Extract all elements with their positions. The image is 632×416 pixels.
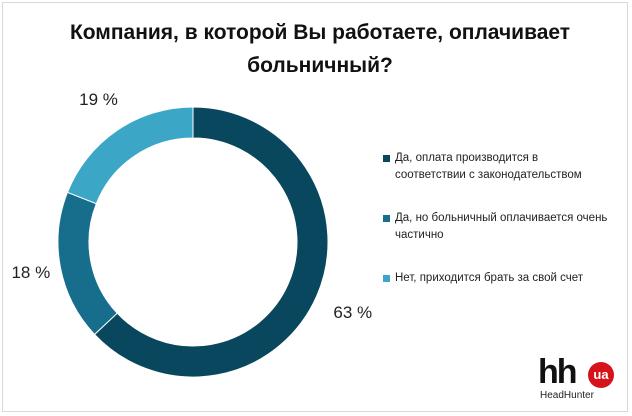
donut-slice-1 (57, 191, 118, 336)
legend-swatch-0 (383, 155, 390, 162)
legend: Да, оплата производится в соответствии с… (383, 150, 608, 287)
legend-item-1: Да, но больничный оплачивается очень час… (383, 210, 608, 244)
headhunter-logo: hh ua HeadHunter (538, 354, 620, 404)
donut-slice-2 (66, 106, 194, 205)
logo-mark: hh (538, 353, 578, 391)
legend-item-0: Да, оплата производится в соответствии с… (383, 150, 608, 184)
logo-subtitle: HeadHunter (540, 390, 594, 401)
donut-slice-0 (93, 106, 329, 378)
logo-badge: ua (588, 362, 614, 388)
legend-swatch-1 (383, 215, 390, 222)
slice-value-label-2: 19 % (79, 90, 118, 109)
legend-item-2: Нет, приходится брать за свой счет (383, 270, 608, 287)
slice-value-label-0: 63 % (333, 303, 372, 322)
legend-swatch-2 (383, 275, 390, 282)
legend-label-0: Да, оплата производится в соответствии с… (395, 152, 582, 181)
legend-label-2: Нет, приходится брать за свой счет (395, 272, 584, 284)
legend-label-1: Да, но больничный оплачивается очень час… (395, 212, 608, 241)
slice-value-label-1: 18 % (11, 263, 50, 282)
chart-frame (2, 2, 628, 412)
chart-title: Компания, в которой Вы работаете, оплачи… (69, 21, 571, 77)
